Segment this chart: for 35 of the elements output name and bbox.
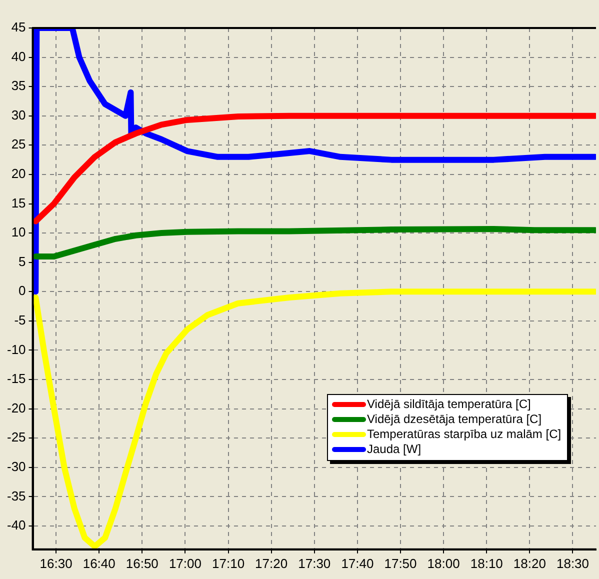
- y-tick-label: 25: [11, 136, 26, 152]
- x-tick-label: 18:00: [427, 556, 460, 571]
- y-tick-label: 40: [11, 48, 26, 64]
- y-tick-label: -35: [6, 488, 26, 504]
- y-tick-label: -20: [6, 400, 26, 416]
- x-tick-label: 17:50: [384, 556, 417, 571]
- y-tick-label: -15: [6, 371, 26, 386]
- x-tick-label: 17:30: [298, 556, 331, 571]
- y-tick-label: -5: [14, 312, 26, 328]
- legend-label: Vidējā sildītāja temperatūra [C]: [367, 397, 531, 412]
- y-tick-label: -10: [6, 342, 26, 357]
- x-tick-label: 18:10: [470, 556, 503, 571]
- legend-label: Temperatūras starpība uz malām [C]: [367, 427, 562, 442]
- x-tick-label: 17:40: [341, 556, 374, 571]
- y-tick-label: 45: [11, 20, 26, 35]
- y-tick-label: -25: [6, 430, 26, 445]
- x-tick-label: 16:40: [82, 556, 116, 571]
- y-tick-label: 15: [11, 195, 26, 210]
- y-tick-label: -30: [6, 458, 26, 474]
- legend-label: Jauda [W]: [367, 442, 422, 458]
- x-tick-label: 17:10: [212, 556, 245, 571]
- y-tick-label: 30: [11, 107, 26, 122]
- y-tick-label: 35: [11, 78, 26, 94]
- y-tick-label: 10: [11, 224, 26, 240]
- y-tick-label: -40: [6, 518, 26, 533]
- x-tick-label: 17:00: [168, 556, 202, 571]
- y-tick-label: 5: [18, 254, 26, 269]
- x-tick-label: 18:30: [556, 556, 590, 571]
- y-tick-label: 0: [18, 283, 26, 298]
- x-tick-label: 18:20: [513, 556, 546, 571]
- legend-label: Vidējā dzesētāja temperatūra [C]: [367, 412, 542, 428]
- x-tick-label: 17:20: [255, 556, 288, 571]
- x-tick-label: 16:30: [40, 556, 72, 571]
- x-tick-label: 16:50: [126, 556, 158, 571]
- y-tick-label: 20: [11, 166, 26, 182]
